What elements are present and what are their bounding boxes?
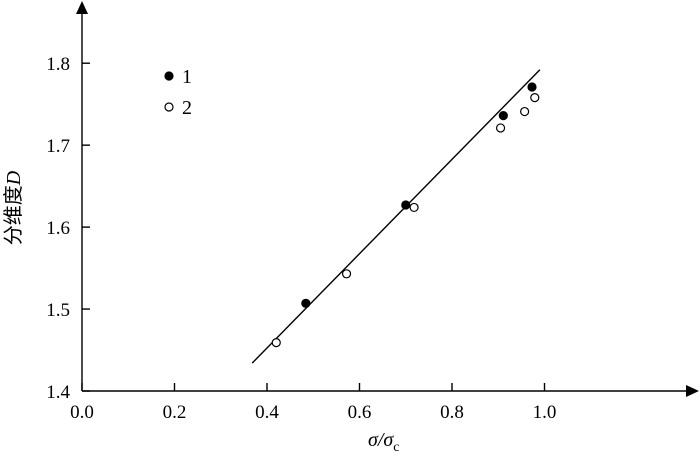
x-tick-label: 0.4 <box>255 402 279 423</box>
data-point-series-1 <box>527 82 537 92</box>
data-point-series-1 <box>401 200 411 210</box>
data-point-series-2 <box>409 202 419 213</box>
x-tick-label: 0.8 <box>440 402 464 423</box>
y-tick-label: 1.4 <box>46 382 70 403</box>
x-tick-label: 0.6 <box>348 402 372 423</box>
data-point-series-1 <box>301 298 311 308</box>
fit-line-layer <box>251 69 541 364</box>
x-ticks: 0.0 0.2 0.4 0.6 0.8 1.0 <box>70 383 556 423</box>
data-point-series-2 <box>530 93 540 103</box>
y-axis-arrow <box>76 1 88 14</box>
data-point-series-2 <box>271 338 281 348</box>
y-tick-label: 1.6 <box>46 218 70 239</box>
points-layer <box>271 82 540 348</box>
x-axis-arrow <box>686 385 699 397</box>
data-point-series-2 <box>495 123 506 133</box>
y-axis-title: 分维度D <box>2 170 25 245</box>
y-tick-label: 1.5 <box>46 300 70 321</box>
x-tick-label: 0.0 <box>70 402 94 423</box>
x-tick-label: 1.0 <box>533 402 557 423</box>
y-tick-label: 1.7 <box>46 136 70 157</box>
x-tick-label: 0.2 <box>163 402 187 423</box>
data-point-series-2 <box>520 106 530 117</box>
data-point-series-2 <box>341 269 352 279</box>
y-ticks: 1.4 1.5 1.6 1.7 1.8 <box>46 54 90 403</box>
y-tick-label: 1.8 <box>46 54 70 75</box>
data-point-series-1 <box>498 111 508 121</box>
fit-line <box>251 69 541 364</box>
x-axis-title: σ/σc <box>368 429 400 455</box>
legend-label-series-1: 1 <box>182 66 192 88</box>
legend-marker-series-2 <box>164 102 174 112</box>
legend-marker-series-1 <box>164 71 174 81</box>
legend-label-series-2: 2 <box>182 97 192 119</box>
legend: 1 2 <box>164 66 192 119</box>
